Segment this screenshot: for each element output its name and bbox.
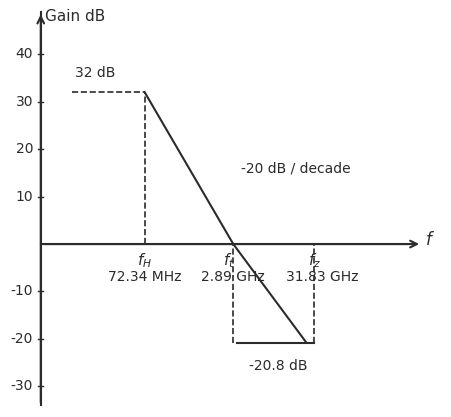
Text: $f_z$: $f_z$ (307, 251, 320, 270)
Text: $f_t$: $f_t$ (223, 251, 235, 270)
Text: 2.89 GHz: 2.89 GHz (201, 270, 265, 284)
Text: -20.8 dB: -20.8 dB (248, 359, 307, 373)
Text: -20: -20 (11, 332, 33, 346)
Text: 31.83 GHz: 31.83 GHz (285, 270, 357, 284)
Text: -30: -30 (11, 379, 33, 393)
Text: 30: 30 (15, 95, 33, 109)
Text: Gain dB: Gain dB (45, 9, 105, 24)
Text: -20 dB / decade: -20 dB / decade (240, 161, 350, 175)
Text: $f_H$: $f_H$ (137, 251, 152, 270)
Text: f: f (425, 231, 431, 249)
Text: -10: -10 (10, 284, 33, 299)
Text: 32 dB: 32 dB (75, 66, 115, 80)
Text: 72.34 MHz: 72.34 MHz (108, 270, 181, 284)
Text: 10: 10 (15, 190, 33, 203)
Text: 40: 40 (15, 48, 33, 61)
Text: 20: 20 (15, 142, 33, 156)
